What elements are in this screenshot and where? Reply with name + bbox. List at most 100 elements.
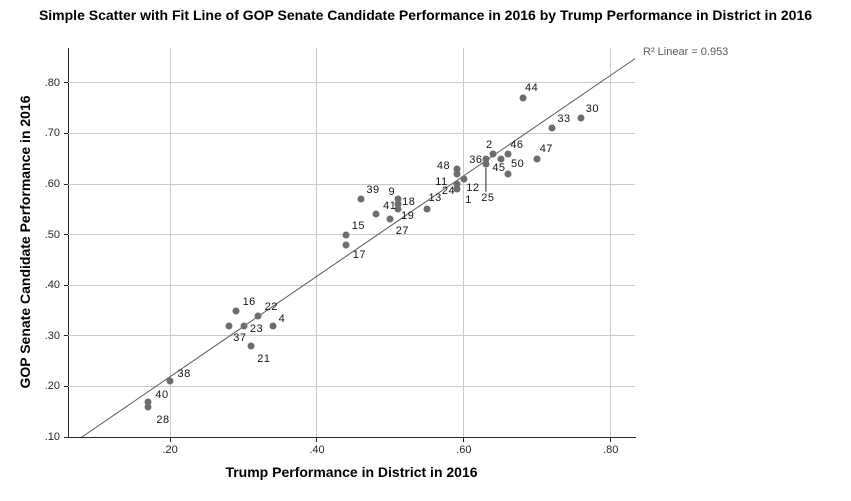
x-axis-tick-label: .60 xyxy=(456,444,472,456)
y-axis-tick-label: .10 xyxy=(44,431,60,443)
point-label: 9 xyxy=(388,186,396,199)
point-label: 1 xyxy=(465,194,472,207)
point-label: 11 xyxy=(435,175,448,188)
point-label: 48 xyxy=(436,159,451,172)
x-axis-tick xyxy=(463,438,465,442)
point-label: 18 xyxy=(402,196,416,209)
y-axis-tick xyxy=(64,82,68,84)
point-label: 38 xyxy=(177,368,191,381)
gridline-vertical xyxy=(169,48,171,437)
data-point xyxy=(247,342,255,350)
point-label: 28 xyxy=(156,413,170,426)
data-point xyxy=(144,403,152,411)
y-axis-tick-label: .30 xyxy=(44,329,60,342)
y-axis-tick xyxy=(64,234,68,236)
point-label: 19 xyxy=(401,210,415,223)
gridline-horizontal xyxy=(68,132,635,134)
gridline-horizontal xyxy=(68,234,635,236)
y-axis-tick xyxy=(64,132,68,134)
data-point xyxy=(504,170,512,178)
data-point xyxy=(548,124,556,132)
y-axis-tick-label: .70 xyxy=(44,127,60,140)
gridline-horizontal xyxy=(68,385,635,387)
x-axis-tick xyxy=(610,438,612,442)
r-squared-annotation: R² Linear = 0.953 xyxy=(643,46,729,58)
point-label: 15 xyxy=(351,219,365,232)
data-point xyxy=(372,210,380,218)
x-axis-tick xyxy=(316,438,318,442)
point-label: 47 xyxy=(539,142,553,155)
point-label: 2 xyxy=(485,138,493,151)
y-axis-tick xyxy=(64,385,68,387)
data-point xyxy=(394,195,402,203)
gridline-horizontal xyxy=(68,284,635,286)
data-point xyxy=(254,312,262,320)
point-label: 16 xyxy=(242,295,256,308)
plot-area xyxy=(68,48,636,438)
point-label: 33 xyxy=(557,113,571,126)
gridline-vertical xyxy=(610,48,612,437)
gridline-horizontal xyxy=(68,183,635,185)
x-axis-tick xyxy=(169,438,171,442)
y-axis-tick xyxy=(64,335,68,337)
data-point xyxy=(533,155,541,163)
data-point xyxy=(453,170,461,178)
point-label: 39 xyxy=(366,184,380,197)
point-label: 25 xyxy=(481,191,495,204)
point-label: 24 xyxy=(441,185,456,198)
gridline-horizontal xyxy=(68,82,635,84)
point-label: 12 xyxy=(466,182,480,194)
y-axis-tick xyxy=(64,284,68,286)
point-label: 50 xyxy=(510,157,525,170)
data-point xyxy=(577,114,585,122)
data-point xyxy=(225,322,233,330)
data-point xyxy=(423,205,431,213)
chart-title: Simple Scatter with Fit Line of GOP Sena… xyxy=(38,7,813,23)
point-label: 17 xyxy=(352,248,366,261)
x-axis-tick-label: .20 xyxy=(162,444,178,456)
point-label: 37 xyxy=(233,331,247,344)
gridline-vertical xyxy=(316,48,318,437)
gridline-horizontal xyxy=(68,335,635,337)
data-point xyxy=(489,150,497,158)
data-point xyxy=(144,398,152,406)
point-label: 22 xyxy=(264,300,278,313)
data-point xyxy=(519,94,527,102)
data-point xyxy=(394,200,402,208)
point-label: 13 xyxy=(428,192,442,205)
point-label: 36 xyxy=(469,153,483,166)
point-label: 4 xyxy=(278,312,286,325)
point-label: 30 xyxy=(585,103,599,116)
gridline-vertical xyxy=(463,48,465,437)
data-point xyxy=(342,241,350,249)
data-point xyxy=(460,175,468,183)
data-point xyxy=(453,180,461,188)
y-axis-tick-label: .20 xyxy=(44,380,60,393)
point-label: 45 xyxy=(492,161,506,174)
y-axis-tick-label: .60 xyxy=(44,178,60,191)
point-label: 27 xyxy=(395,225,410,238)
x-axis-tick-label: .40 xyxy=(309,444,325,456)
data-point xyxy=(504,150,512,158)
data-point xyxy=(357,195,365,203)
data-point xyxy=(386,215,394,223)
data-point xyxy=(453,165,461,173)
data-point xyxy=(166,377,174,385)
point-label: 46 xyxy=(510,138,524,151)
data-point xyxy=(497,155,505,163)
data-point xyxy=(269,322,277,330)
fit-line xyxy=(81,58,636,438)
data-point xyxy=(394,205,402,213)
data-point xyxy=(342,231,350,239)
data-point xyxy=(453,185,461,193)
data-point xyxy=(482,155,490,163)
y-axis-tick-label: .40 xyxy=(44,279,60,292)
y-axis-tick xyxy=(64,436,68,438)
y-axis-tick-label: .50 xyxy=(44,228,60,241)
x-axis-tick-label: .80 xyxy=(603,444,619,456)
data-point xyxy=(482,160,490,168)
point-label: 40 xyxy=(155,388,169,401)
point-label: 41 xyxy=(383,200,397,213)
